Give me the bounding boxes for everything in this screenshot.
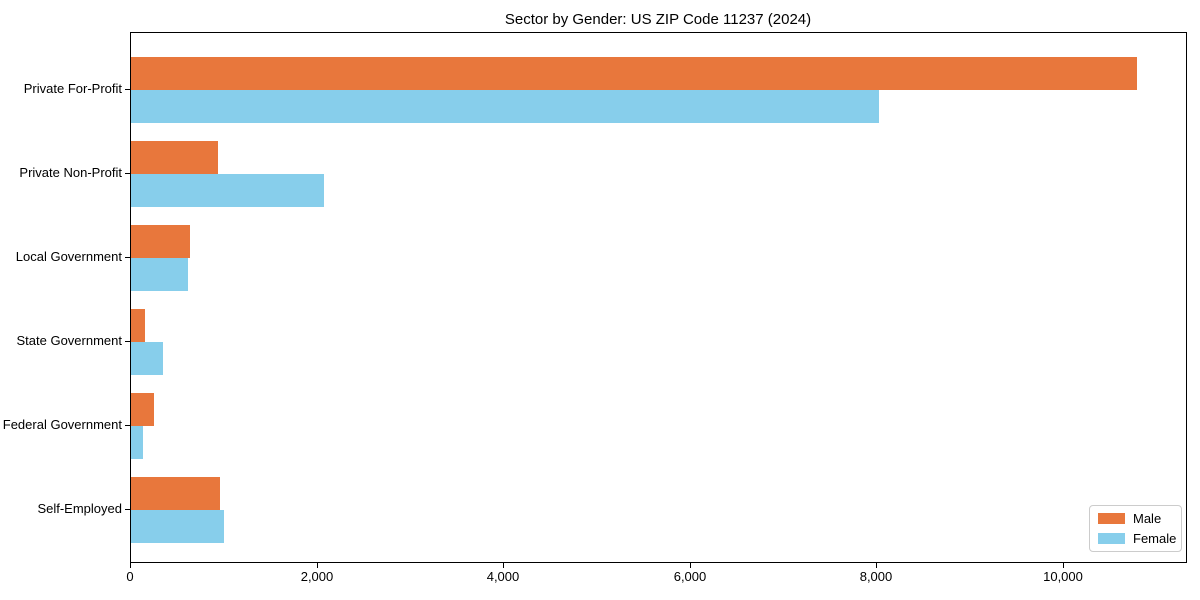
ytick-mark — [125, 425, 130, 426]
ytick-label: Self-Employed — [37, 501, 122, 516]
bar-male-1 — [131, 57, 1137, 90]
ytick-label: Local Government — [15, 249, 122, 264]
ytick-label: Private Non-Profit — [19, 165, 122, 180]
bar-female-4 — [131, 342, 163, 375]
ytick-label: Federal Government — [2, 417, 122, 432]
bar-female-3 — [131, 258, 188, 291]
chart-title: Sector by Gender: US ZIP Code 11237 (202… — [504, 11, 812, 28]
ytick-mark — [125, 89, 130, 90]
ytick-mark — [125, 173, 130, 174]
ytick-mark — [125, 509, 130, 510]
bar-female-5 — [131, 426, 143, 459]
bar-male-3 — [131, 225, 190, 258]
bar-female-1 — [131, 90, 879, 123]
bar-male-5 — [131, 393, 154, 426]
bar-female-6 — [131, 510, 224, 543]
legend-row-male: Male — [1098, 512, 1173, 525]
legend-label-male: Male — [1133, 511, 1162, 526]
ytick-mark — [125, 341, 130, 342]
xtick-label: 0 — [126, 569, 134, 584]
ytick-mark — [125, 257, 130, 258]
xtick-mark — [876, 563, 877, 568]
xtick-mark — [690, 563, 691, 568]
xtick-mark — [1063, 563, 1064, 568]
bar-male-6 — [131, 477, 220, 510]
female-swatch-icon — [1098, 533, 1125, 544]
male-swatch-icon — [1098, 513, 1125, 524]
xtick-label: 10,000 — [1043, 569, 1083, 584]
xtick-mark — [130, 563, 131, 568]
bar-female-2 — [131, 174, 324, 207]
plot-area — [130, 32, 1187, 563]
xtick-mark — [503, 563, 504, 568]
legend: Male Female — [1089, 505, 1182, 552]
xtick-mark — [317, 563, 318, 568]
bar-male-2 — [131, 141, 218, 174]
bar-male-4 — [131, 309, 145, 342]
legend-row-female: Female — [1098, 531, 1177, 546]
legend-label-female: Female — [1133, 531, 1177, 546]
ytick-label: State Government — [16, 333, 123, 348]
ytick-label: Private For-Profit — [23, 81, 122, 96]
xtick-label: 6,000 — [673, 569, 707, 584]
xtick-label: 8,000 — [859, 569, 893, 584]
xtick-label: 2,000 — [300, 569, 334, 584]
xtick-label: 4,000 — [486, 569, 520, 584]
